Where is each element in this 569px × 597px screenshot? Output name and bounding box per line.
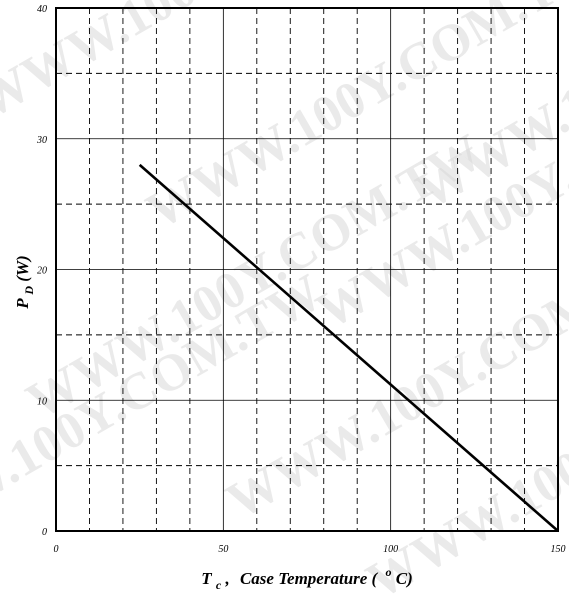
y-label-symbol: P — [13, 298, 32, 310]
x-label-sep: , — [224, 569, 229, 588]
x-label-superscript: o — [385, 565, 391, 579]
y-tick-label: 20 — [37, 266, 47, 277]
x-label-unit: C) — [396, 569, 413, 588]
x-tick-label: 0 — [54, 544, 59, 555]
x-label-text: Case Temperature ( — [240, 569, 379, 588]
x-tick-label: 150 — [551, 544, 566, 555]
y-tick-label: 30 — [36, 135, 47, 146]
y-axis-label: P D (W) — [13, 255, 37, 309]
x-label-symbol: T — [201, 569, 212, 588]
y-tick-label: 0 — [42, 527, 47, 538]
y-tick-label: 10 — [37, 396, 47, 407]
y-label-subscript: D — [22, 286, 36, 296]
series-layer — [138, 163, 559, 532]
y-tick-label: 40 — [37, 4, 47, 15]
tick-labels: 0 50 100 150 0 10 20 30 40 — [36, 4, 566, 555]
series-line — [138, 163, 559, 532]
x-tick-label: 100 — [383, 544, 398, 555]
plot-frame — [55, 7, 559, 532]
x-label-subscript: c — [216, 578, 222, 592]
x-tick-label: 50 — [218, 544, 228, 555]
y-label-unit: (W) — [13, 255, 32, 281]
x-axis-label: T c , Case Temperature ( o C) — [201, 561, 412, 593]
